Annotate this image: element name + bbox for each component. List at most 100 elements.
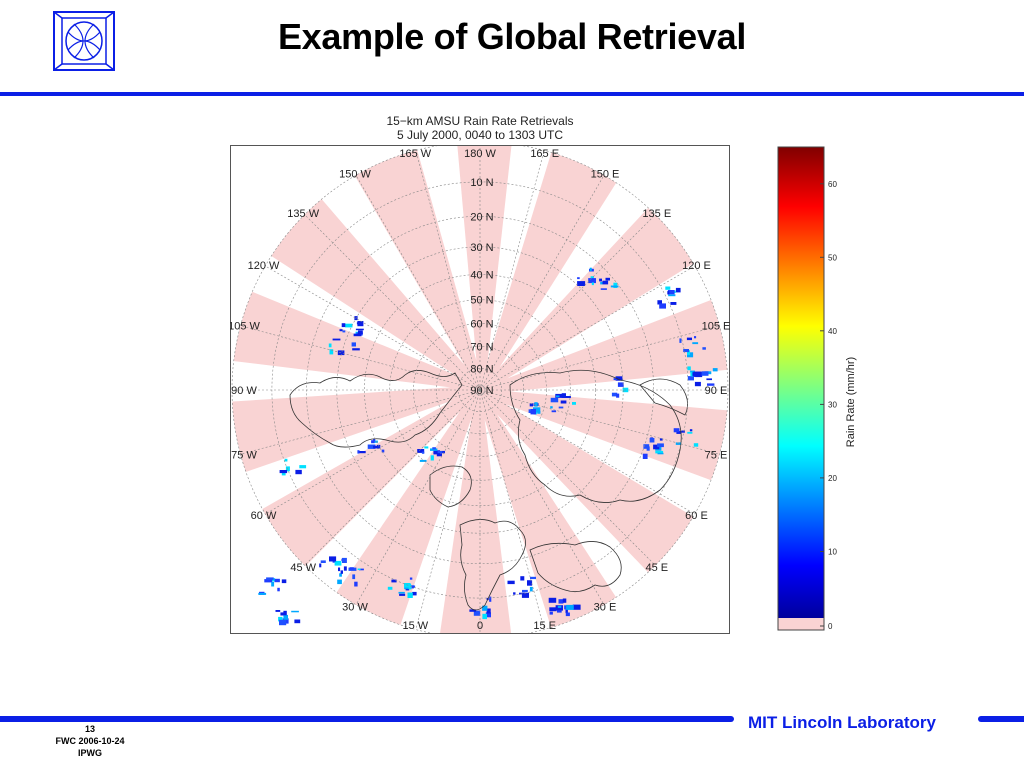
longitude-line bbox=[265, 389, 481, 515]
longitude-label: 45 W bbox=[290, 562, 316, 574]
rain-cell bbox=[577, 281, 586, 286]
rain-cell bbox=[534, 402, 538, 407]
longitude-label: 60 E bbox=[685, 510, 708, 522]
longitude-label: 105 W bbox=[230, 320, 261, 332]
rain-cell bbox=[670, 302, 677, 305]
footer-meeting: IPWG bbox=[78, 748, 102, 758]
rain-cell bbox=[550, 397, 559, 403]
rain-cell bbox=[694, 336, 697, 339]
top-divider bbox=[0, 92, 1024, 96]
longitude-line bbox=[479, 389, 720, 455]
longitude-line bbox=[479, 175, 605, 391]
rain-cell bbox=[591, 282, 594, 286]
longitude-label: 165 W bbox=[399, 148, 431, 160]
rain-cell bbox=[433, 450, 440, 455]
rain-cell bbox=[687, 376, 694, 381]
rain-cell bbox=[657, 443, 664, 448]
lat-lon-grid bbox=[231, 146, 729, 633]
rain-cell bbox=[529, 403, 533, 407]
rain-cell bbox=[437, 450, 445, 454]
rain-cell bbox=[599, 278, 602, 282]
rain-cell bbox=[274, 578, 280, 583]
rain-cell bbox=[605, 277, 610, 281]
swath-gap bbox=[416, 146, 477, 361]
rain-cell bbox=[692, 342, 699, 345]
latitude-circle bbox=[336, 246, 624, 534]
figure-title-line-2: 5 July 2000, 0040 to 1303 UTC bbox=[396, 128, 564, 142]
rain-cell bbox=[367, 444, 376, 449]
rain-cell bbox=[275, 610, 281, 612]
longitude-line bbox=[265, 265, 481, 391]
rain-cell bbox=[529, 586, 533, 592]
rain-cell bbox=[339, 573, 342, 577]
rain-cell bbox=[283, 614, 288, 620]
rain-cell bbox=[667, 290, 675, 295]
rain-cell bbox=[486, 608, 491, 614]
swath-gap bbox=[497, 414, 657, 608]
rain-cell bbox=[337, 579, 342, 585]
rain-cell bbox=[610, 285, 619, 288]
rain-cell bbox=[320, 560, 326, 563]
rain-cell bbox=[295, 469, 302, 475]
rain-cell bbox=[283, 610, 287, 616]
longitude-label: 150 E bbox=[591, 169, 620, 181]
colorbar-ticks: 0 10 20 30 40 50 60 bbox=[820, 180, 837, 631]
rain-cell bbox=[602, 280, 609, 285]
rain-cell bbox=[419, 459, 427, 462]
latitude-label: 10 N bbox=[470, 177, 493, 189]
rain-cell bbox=[683, 349, 689, 353]
rain-cell bbox=[411, 585, 415, 589]
rain-cell bbox=[266, 577, 274, 580]
rain-cell bbox=[655, 450, 664, 454]
rain-cell bbox=[549, 607, 557, 612]
swath-gap bbox=[234, 400, 453, 516]
rain-cell bbox=[341, 323, 346, 328]
rain-cell bbox=[371, 440, 375, 444]
rain-cell bbox=[356, 322, 361, 325]
rain-cell bbox=[329, 349, 334, 355]
rain-cell bbox=[701, 371, 709, 376]
rain-cell bbox=[561, 393, 566, 398]
latitude-label: 80 N bbox=[470, 363, 493, 375]
colorbar: 0 10 20 30 40 50 60 Rain Rate (mm/hr) bbox=[777, 146, 857, 631]
rain-cell bbox=[694, 381, 701, 387]
colorbar-tick-label: 10 bbox=[828, 548, 837, 557]
rain-cell bbox=[565, 396, 571, 398]
rain-cells bbox=[258, 267, 718, 626]
rain-cell bbox=[665, 286, 671, 290]
rain-cell bbox=[520, 576, 525, 581]
longitude-label: 75 E bbox=[705, 450, 728, 462]
rain-cell bbox=[285, 466, 290, 472]
rain-cell bbox=[281, 579, 287, 584]
rain-cell bbox=[398, 591, 405, 594]
rain-cell bbox=[258, 592, 267, 595]
rain-cell bbox=[469, 609, 476, 612]
rain-cell bbox=[352, 348, 360, 351]
longitude-line bbox=[479, 325, 720, 391]
rain-cell bbox=[565, 608, 568, 614]
rain-cell bbox=[482, 605, 488, 611]
colorbar-tick-label: 60 bbox=[828, 180, 837, 189]
rain-cell bbox=[412, 591, 417, 596]
colorbar-tick-label: 40 bbox=[828, 327, 837, 336]
swath-gap bbox=[484, 419, 553, 633]
rain-cell bbox=[687, 352, 694, 358]
rain-cell bbox=[281, 471, 286, 476]
latitude-label: 30 N bbox=[470, 242, 493, 254]
rain-cell bbox=[679, 338, 682, 343]
rain-cell bbox=[284, 458, 288, 462]
rain-cell bbox=[530, 409, 536, 415]
rain-cell bbox=[329, 556, 337, 562]
colorbar-tick-label: 20 bbox=[828, 474, 837, 483]
colorbar-label: Rain Rate (mm/hr) bbox=[845, 357, 857, 447]
rain-cell bbox=[430, 455, 434, 461]
latitude-label: 70 N bbox=[470, 341, 493, 353]
rain-cell bbox=[358, 330, 363, 334]
rain-cell bbox=[352, 574, 356, 580]
latitude-label: 40 N bbox=[470, 269, 493, 281]
rain-cell bbox=[673, 428, 680, 433]
swath-gap bbox=[240, 249, 455, 375]
rain-cell bbox=[342, 557, 347, 563]
rain-cell bbox=[555, 605, 563, 611]
rain-cell bbox=[430, 448, 438, 451]
